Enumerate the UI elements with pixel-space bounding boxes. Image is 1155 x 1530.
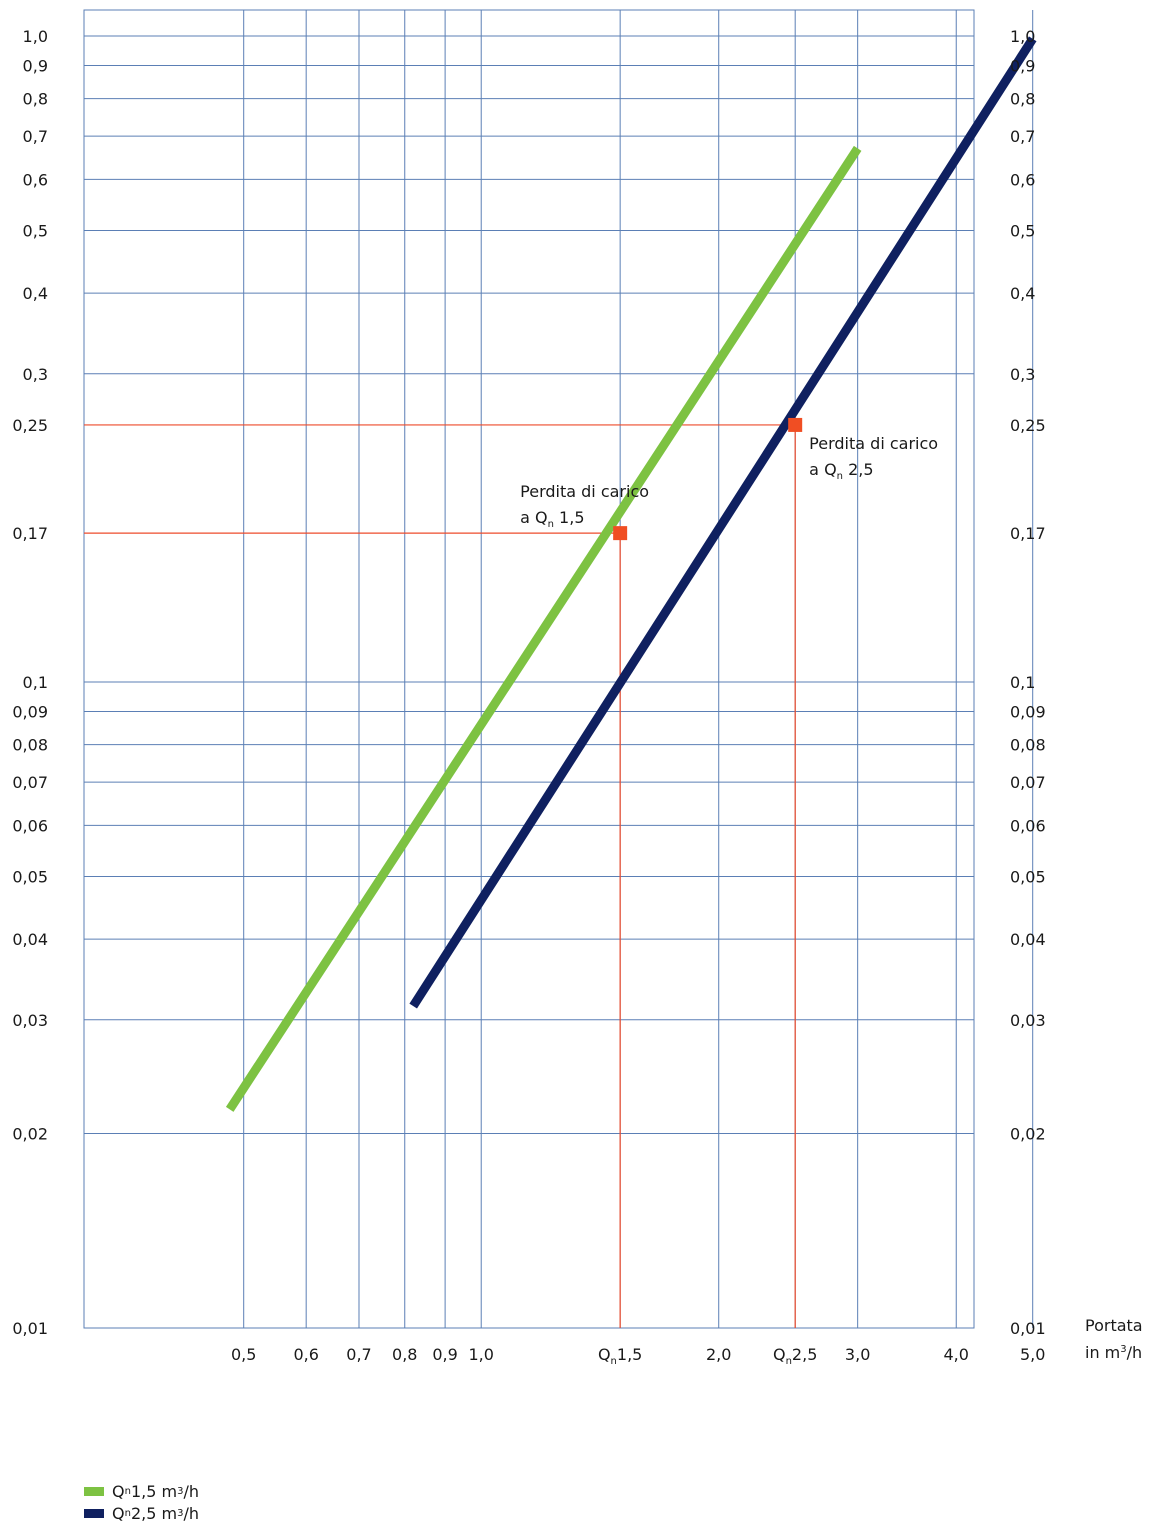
y-tick-label-left: 0,4: [23, 284, 48, 303]
x-axis-unit-label: Portata in m3/h: [1085, 1314, 1143, 1365]
x-tick-label: 4,0: [944, 1345, 969, 1364]
x-axis-unit-prefix: in m: [1085, 1343, 1121, 1362]
x-axis-unit-line2: in m3/h: [1085, 1338, 1143, 1365]
legend-sup: 3: [177, 1507, 184, 1519]
y-tick-label-left: 0,1: [23, 673, 48, 692]
legend-swatch-qn15: [84, 1486, 104, 1496]
y-tick-label-right: 0,1: [1010, 673, 1035, 692]
y-tick-label-left: 0,25: [12, 416, 48, 435]
y-tick-label-right: 0,03: [1010, 1011, 1046, 1030]
legend-q: Q: [112, 1481, 125, 1501]
x-tick-label: 0,7: [346, 1345, 371, 1364]
y-tick-label-right: 0,01: [1010, 1319, 1046, 1338]
markers: [613, 417, 803, 541]
legend-text: 1,5 m: [130, 1481, 178, 1501]
plot-frame: [83, 9, 975, 1329]
x-tick-label: 0,9: [432, 1345, 457, 1364]
y-tick-label-left: 0,5: [23, 221, 48, 240]
y-tick-label-right: 0,4: [1010, 284, 1035, 303]
y-tick-label-left: 0,02: [12, 1125, 48, 1144]
x-tick-label: 0,5: [231, 1345, 256, 1364]
y-tick-label-right: 0,9: [1010, 57, 1035, 76]
x-tick-label: Qn1,5: [598, 1345, 642, 1367]
y-tick-label-right: 0,5: [1010, 221, 1035, 240]
y-tick-label-left: 0,09: [12, 703, 48, 722]
y-tick-label-right: 0,02: [1010, 1125, 1046, 1144]
legend-suffix: /h: [183, 1503, 199, 1523]
y-tick-label-right: 0,17: [1010, 524, 1046, 543]
x-axis-unit-suffix: /h: [1126, 1343, 1143, 1362]
legend-sup: 3: [177, 1485, 184, 1497]
y-tick-label-left: 1,0: [23, 27, 48, 46]
y-tick-label-right: 1,0: [1010, 27, 1035, 46]
x-tick-label: 1,0: [468, 1345, 493, 1364]
annotation-line1: Perdita di carico: [520, 482, 649, 501]
annotation-line2: a Qn 1,5: [520, 508, 584, 530]
y-tick-label-right: 0,08: [1010, 736, 1046, 755]
x-axis-unit-line1: Portata: [1085, 1316, 1143, 1335]
x-axis-unit-sup: 3: [1120, 1344, 1127, 1355]
legend-q: Q: [112, 1503, 125, 1523]
guide-lines: [84, 424, 796, 1328]
legend-text: 2,5 m: [130, 1503, 178, 1523]
x-tick-label: 0,6: [293, 1345, 318, 1364]
tick-labels: 0,5 0,6 0,7 0,8 0,9 1,0 Qn1,5 2,0 Qn2,5 3,0 4,0 5,0…: [12, 27, 1045, 1367]
y-tick-label-left: 0,03: [12, 1011, 48, 1030]
grid: [83, 9, 1034, 1329]
y-tick-label-right: 0,6: [1010, 170, 1035, 189]
legend-swatch-qn25: [84, 1508, 104, 1518]
x-tick-label: 2,0: [706, 1345, 731, 1364]
series-line-qn15: [225, 145, 862, 1112]
y-tick-label-left: 0,8: [23, 90, 48, 109]
y-tick-label-left: 0,6: [23, 170, 48, 189]
annotation-line1: Perdita di carico: [809, 434, 938, 453]
legend-sub: n: [124, 1507, 131, 1519]
y-tick-label-right: 0,06: [1010, 816, 1046, 835]
y-tick-label-left: 0,06: [12, 816, 48, 835]
y-tick-label-left: 0,07: [12, 773, 48, 792]
annotation-line2: a Qn 2,5: [809, 460, 873, 482]
legend-sub: n: [124, 1485, 131, 1497]
x-tick-label: 3,0: [845, 1345, 870, 1364]
x-tick-label: Qn2,5: [773, 1345, 817, 1367]
y-tick-label-right: 0,8: [1010, 90, 1035, 109]
series-lines: [225, 36, 1037, 1112]
y-tick-label-left: 0,05: [12, 867, 48, 886]
y-tick-label-left: 0,08: [12, 736, 48, 755]
y-tick-label-right: 0,04: [1010, 930, 1046, 949]
y-tick-label-left: 0,3: [23, 365, 48, 384]
y-tick-label-right: 0,09: [1010, 703, 1046, 722]
marker-point: [788, 417, 803, 432]
y-tick-label-left: 0,01: [12, 1319, 48, 1338]
y-tick-label-left: 0,7: [23, 127, 48, 146]
x-tick-label: 0,8: [392, 1345, 417, 1364]
marker-point: [613, 526, 628, 541]
y-tick-label-left: 0,04: [12, 930, 48, 949]
series-line-qn25: [409, 36, 1037, 1009]
y-tick-label-right: 0,7: [1010, 127, 1035, 146]
y-tick-label-right: 0,05: [1010, 867, 1046, 886]
x-tick-label: 5,0: [1020, 1345, 1045, 1364]
y-tick-label-left: 0,9: [23, 57, 48, 76]
legend-suffix: /h: [183, 1481, 199, 1501]
y-tick-label-right: 0,07: [1010, 773, 1046, 792]
y-tick-label-left: 0,17: [12, 524, 48, 543]
y-tick-label-right: 0,25: [1010, 416, 1046, 435]
y-tick-label-right: 0,3: [1010, 365, 1035, 384]
